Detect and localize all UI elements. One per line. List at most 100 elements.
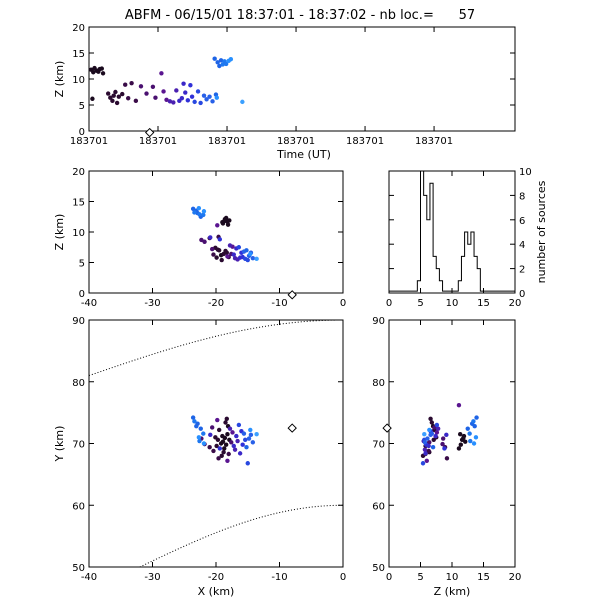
y-tick-label: 5 (79, 259, 85, 270)
source-point (201, 209, 207, 214)
source-point (211, 448, 216, 454)
x-tick-label: -30 (144, 572, 160, 583)
x-axis-label: Z (km) (434, 585, 471, 598)
source-point (207, 445, 212, 450)
source-point (192, 210, 197, 215)
source-point (236, 422, 242, 428)
y-tick-label: 50 (72, 563, 85, 574)
y-tick-label: 5 (79, 101, 85, 112)
x-tick-label: 0 (340, 298, 346, 309)
source-point (231, 443, 236, 449)
source-point (218, 441, 224, 446)
y-tick-label: 15 (72, 49, 85, 60)
range-rings (89, 320, 343, 567)
source-point (431, 437, 436, 442)
source-point (218, 58, 224, 63)
source-point (183, 90, 188, 95)
x-tick-label: 15 (477, 298, 490, 309)
x-tick-label: -20 (208, 572, 224, 583)
source-point (123, 82, 128, 87)
source-point (428, 432, 433, 438)
y-tick-label: 60 (72, 501, 85, 512)
source-point (236, 245, 242, 250)
source-point (219, 257, 224, 263)
source-point (215, 437, 221, 442)
source-point (422, 440, 428, 445)
source-point (144, 91, 149, 96)
source-point (209, 246, 215, 252)
source-point (198, 426, 203, 431)
source-point (202, 239, 207, 244)
source-point (223, 442, 229, 447)
y-tick-label: 0 (79, 289, 85, 300)
source-point (201, 441, 207, 446)
source-point (195, 89, 201, 94)
y-tick-label: 0 (519, 289, 525, 300)
source-point (91, 70, 96, 75)
source-point (138, 84, 144, 89)
source-point (167, 99, 173, 104)
source-point (472, 424, 477, 429)
source-point (227, 218, 232, 223)
source-point (99, 66, 104, 71)
source-point (427, 427, 432, 433)
x-tick-label: -30 (144, 298, 160, 309)
source-point (221, 449, 226, 455)
source-point (248, 427, 253, 433)
source-point (90, 96, 95, 101)
source-point (243, 437, 248, 442)
height-plan-panel: 0 5 10 15 20 50 60 70 80 90 Z (km) (372, 316, 521, 598)
source-point (248, 432, 254, 438)
source-point (216, 456, 221, 461)
x-tick-label: -40 (81, 572, 97, 583)
source-point (212, 56, 217, 61)
plot-frame (88, 170, 344, 294)
x-tick-label: 5 (417, 298, 423, 309)
histogram-bar (427, 220, 430, 293)
source-point (250, 256, 256, 261)
chart-panels: 183701 183701 183701 183701 183701 1837010510… (53, 23, 548, 598)
source-point (216, 427, 222, 433)
source-point (100, 71, 106, 76)
x-tick-label: 0 (386, 572, 392, 583)
station-marker (287, 423, 297, 433)
x-tick-label: 20 (509, 298, 522, 309)
y-tick-label: 10 (519, 167, 532, 178)
source-point (433, 433, 438, 439)
source-point (105, 91, 111, 96)
x-tick-label: 183701 (139, 136, 177, 147)
source-point (240, 99, 245, 105)
time-height-panel: 183701 183701 183701 183701 183701 1837010510… (53, 23, 516, 161)
source-point (181, 81, 186, 86)
source-point (440, 441, 445, 447)
source-point (237, 451, 243, 456)
source-point (153, 95, 158, 100)
source-point (108, 95, 113, 100)
source-point (217, 446, 223, 451)
source-point (435, 426, 441, 431)
source-point (225, 432, 230, 437)
source-point (444, 456, 450, 461)
source-point (224, 416, 229, 421)
source-point (228, 57, 234, 62)
x-tick-label: 183701 (70, 136, 108, 147)
x-tick-label: 183701 (208, 136, 246, 147)
y-axis-label: Z (km) (53, 214, 66, 251)
source-point (215, 60, 220, 65)
y-tick-label: 20 (72, 167, 85, 178)
source-point (114, 100, 120, 106)
source-point (208, 235, 213, 240)
source-point (190, 415, 196, 420)
source-point (440, 436, 446, 441)
source-point (192, 99, 197, 105)
source-point (120, 91, 125, 97)
source-point (227, 426, 233, 431)
source-point (164, 97, 169, 103)
source-point (208, 432, 213, 438)
source-point (214, 255, 219, 260)
source-point (225, 254, 230, 259)
source-point (223, 61, 229, 67)
y-tick-label: 50 (372, 563, 385, 574)
source-point (420, 461, 426, 466)
